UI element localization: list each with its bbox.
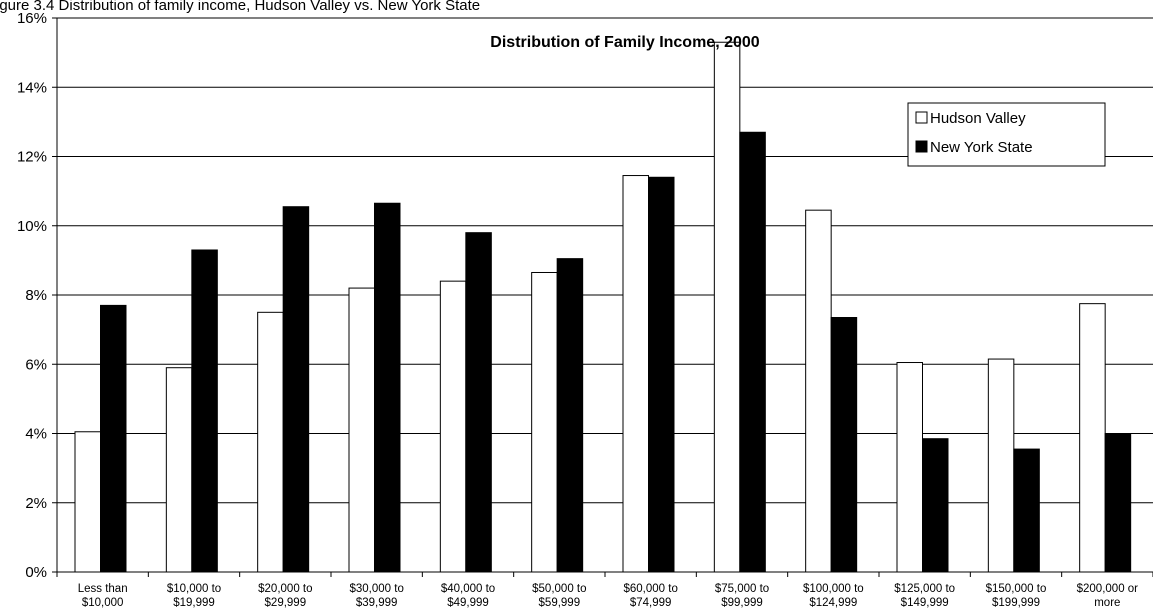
x-tick-label: $200,000 or more [1077,583,1139,609]
chart-title: Distribution of Family Income, 2000 [490,34,759,51]
x-tick-label: $125,000 to $149,999 [894,583,955,609]
y-axis-ticks: 0% 2% 4% 6% 8% 10% 12% 14% 16% [17,10,57,581]
y-tick-label: 10% [17,218,47,235]
bar-new-york-state [1104,433,1132,573]
bar-hudson-valley [439,280,467,573]
legend: Hudson Valley New York State [907,102,1106,167]
x-tick-label: $20,000 to $29,999 [258,583,312,609]
x-tick-label: $60,000 to $74,999 [623,583,677,609]
bar-hudson-valley [896,362,923,573]
caption-text: igure 3.4 Distribution of family income,… [0,0,480,14]
bar-hudson-valley [531,271,558,573]
x-tick-label: $50,000 to $59,999 [532,583,586,609]
bar-hudson-valley [348,287,375,573]
legend-swatch [915,111,928,124]
bar-new-york-state [1013,448,1040,573]
x-tick-label: $150,000 to $199,999 [986,583,1047,609]
y-tick-label: 14% [17,79,47,96]
bar-new-york-state [922,438,949,573]
legend-label: New York State [930,139,1033,156]
gridlines [57,17,1153,504]
x-tick-label: $75,000 to $99,999 [715,583,769,609]
bar-new-york-state [100,304,127,573]
bar-hudson-valley [805,209,832,573]
bar-new-york-state [374,202,401,573]
bar-new-york-state [830,317,858,573]
bar-new-york-state [282,206,310,573]
bar-new-york-state [648,176,675,573]
y-tick-label: 16% [17,10,47,27]
y-tick-label: 4% [25,426,47,443]
y-tick-label: 6% [25,356,47,373]
y-tick-label: 12% [17,149,47,166]
bar-hudson-valley [1079,303,1106,573]
x-tick-label: $30,000 to $39,999 [349,583,403,609]
bar-new-york-state [739,131,766,573]
legend-box [907,102,1106,167]
x-tick-label: $40,000 to $49,999 [441,583,495,609]
legend-label: Hudson Valley [930,110,1026,127]
bar-new-york-state [465,232,492,573]
y-tick-label: 2% [25,495,47,512]
x-axis-labels: Less than $10,000 $10,000 to $19,999 $20,000… [78,583,1138,609]
bar-new-york-state [191,249,218,573]
bar-new-york-state [556,258,584,573]
y-tick-label: 0% [25,564,47,581]
x-tick-label: $100,000 to $124,999 [803,583,864,609]
y-tick-label: 8% [25,287,47,304]
bar-hudson-valley [257,311,284,573]
x-tick-label: Less than $10,000 [78,583,128,609]
bar-hudson-valley [74,431,101,573]
bar-hudson-valley [713,41,741,573]
bar-hudson-valley [165,367,193,573]
bar-hudson-valley [622,175,649,573]
x-tick-label: $10,000 to $19,999 [167,583,221,609]
bars [74,41,1132,573]
bar-hudson-valley [987,358,1015,573]
legend-swatch [915,140,928,153]
